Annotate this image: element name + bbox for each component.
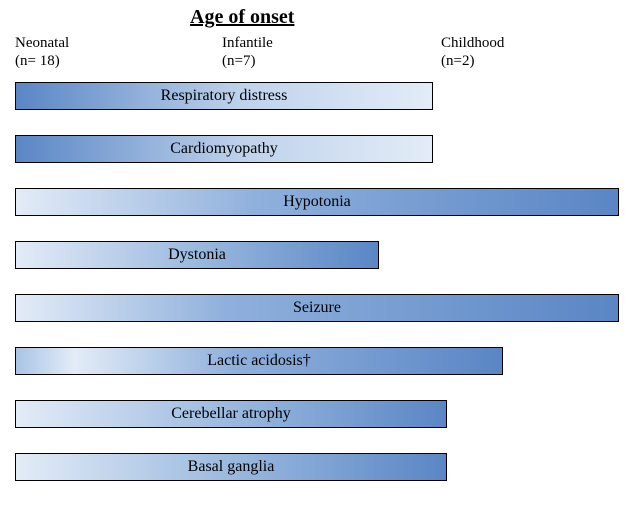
bar: Basal ganglia xyxy=(15,453,447,481)
bar-label: Seizure xyxy=(16,299,618,317)
column-label-infantile: Infantile (n=7) xyxy=(222,34,273,70)
bar: Respiratory distress xyxy=(15,82,433,110)
bar: Lactic acidosis† xyxy=(15,347,503,375)
bar: Dystonia xyxy=(15,241,379,269)
column-label-childhood: Childhood (n=2) xyxy=(441,34,504,70)
column-label-text: Infantile xyxy=(222,35,273,51)
column-count-text: (n=7) xyxy=(222,52,273,70)
bar: Cerebellar atrophy xyxy=(15,400,447,428)
figure-title: Age of onset xyxy=(190,6,294,29)
bar: Cardiomyopathy xyxy=(15,135,433,163)
figure-canvas: Age of onset Neonatal (n= 18) Infantile … xyxy=(0,0,631,508)
bar: Seizure xyxy=(15,294,619,322)
column-count-text: (n=2) xyxy=(441,52,504,70)
bar: Hypotonia xyxy=(15,188,619,216)
bar-label: Lactic acidosis† xyxy=(16,352,502,370)
column-label-neonatal: Neonatal (n= 18) xyxy=(15,34,69,70)
bar-label: Cardiomyopathy xyxy=(16,140,432,158)
bar-label: Respiratory distress xyxy=(16,87,432,105)
bar-label: Hypotonia xyxy=(16,193,618,211)
column-label-text: Childhood xyxy=(441,35,504,51)
bar-label: Basal ganglia xyxy=(16,458,446,476)
bar-label: Cerebellar atrophy xyxy=(16,405,446,423)
column-label-text: Neonatal xyxy=(15,35,69,51)
bar-label: Dystonia xyxy=(16,246,378,264)
column-count-text: (n= 18) xyxy=(15,52,69,70)
